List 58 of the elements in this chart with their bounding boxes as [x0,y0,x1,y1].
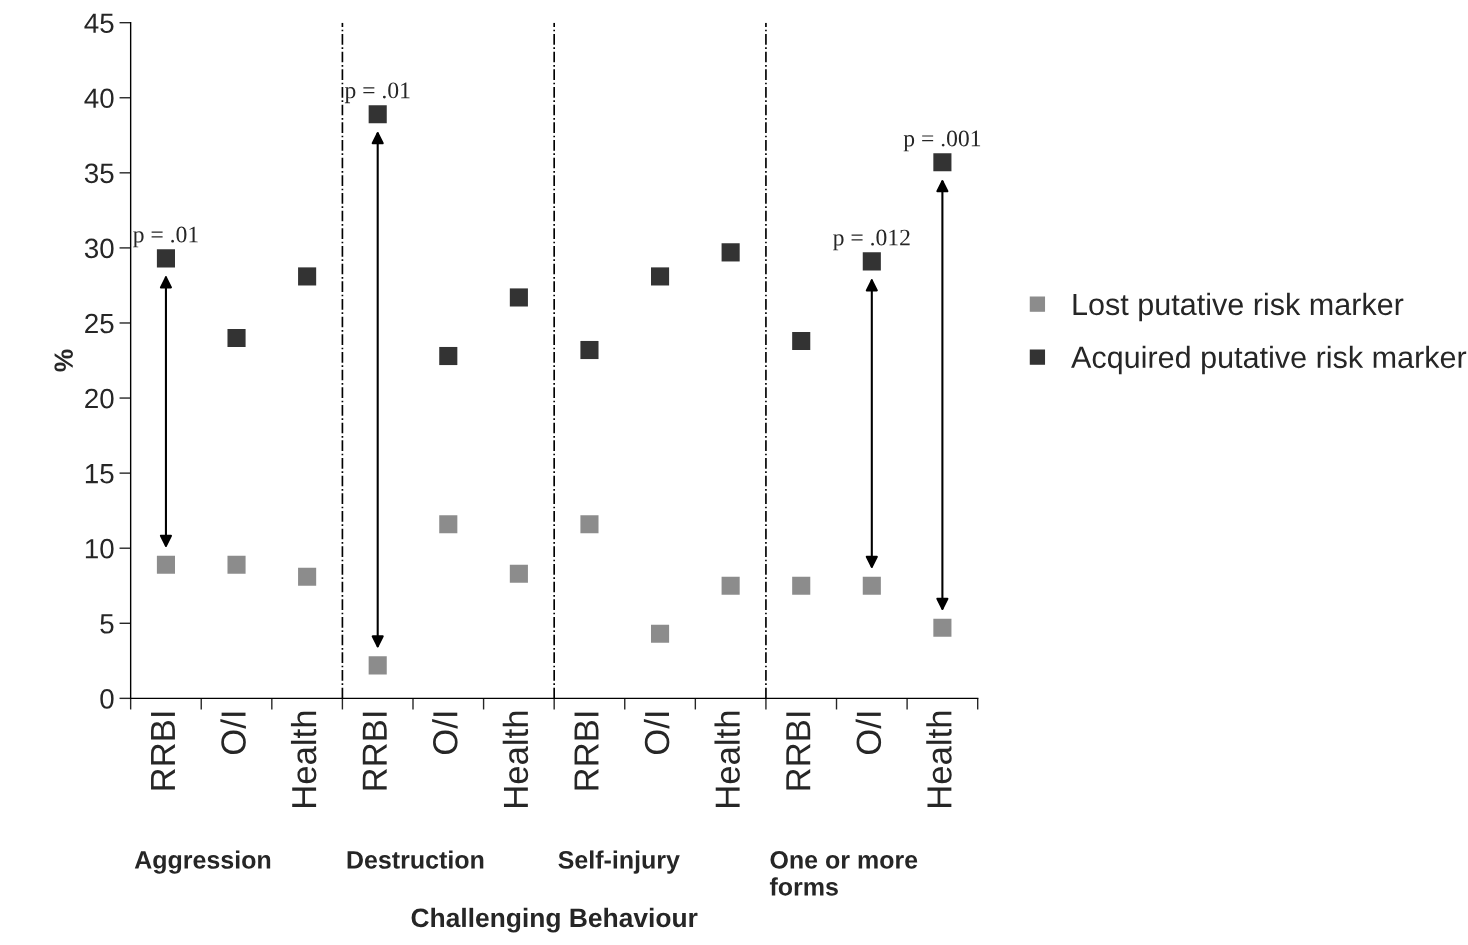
x-axis-title: Challenging Behaviour [411,907,698,933]
point [721,243,740,262]
text: Destruction [347,850,484,869]
point [439,515,458,534]
point [933,618,952,637]
text: One or more forms [769,851,918,896]
annotation: p = .01 [344,82,410,104]
y-tick-label: 25 [85,313,114,334]
y-tick-label: 35 [84,163,114,184]
y-tick-label: 45 [84,13,114,34]
y-tick-label: 40 [84,88,114,109]
x-tick-label: Health [926,711,952,807]
point [368,105,387,124]
x-tick-label: RRBI [151,712,175,790]
point [580,515,599,534]
point [862,252,881,271]
y-tick-label: 15 [85,464,114,484]
x-tick-label: Health [714,711,740,807]
point [156,249,175,268]
legend-label: Acquired putative risk marker [1071,345,1467,375]
point [792,331,811,351]
x-tick-label: O/I [643,712,670,755]
point [651,267,670,286]
point [651,624,670,643]
point [721,576,740,595]
y-tick-label: 0 [100,689,114,709]
point [862,576,881,595]
point [792,576,811,595]
x-tick-label: O/I [220,712,246,755]
x-tick-label: O/I [432,712,458,755]
point [298,567,317,586]
annotation: p = .001 [903,130,981,152]
annotation: p = .01 [133,226,198,248]
y-tick-label: 20 [85,388,114,409]
x-tick-label: RRBI [574,712,599,790]
y-axis-title: % [54,349,73,372]
point [439,346,458,366]
legend-label: Lost putative risk marker [1073,292,1404,322]
point [227,555,246,574]
point [509,564,528,583]
x-tick-label: RRBI [786,712,811,790]
point [156,555,175,574]
point [580,340,599,360]
x-tick-label: RRBI [362,712,387,790]
annotation: p = .012 [833,229,910,251]
y-tick-label: 5 [100,614,114,634]
point [298,267,317,286]
point [227,328,246,348]
text: Self-injury [558,850,680,874]
point [368,656,387,675]
point [933,153,952,172]
x-tick-label: O/I [855,712,882,755]
y-tick-label: 10 [85,538,114,559]
y-tick-label: 30 [84,238,114,259]
text: Aggression [134,850,271,874]
point [509,288,528,307]
x-tick-label: Health [502,711,529,807]
x-tick-label: Health [290,711,317,807]
